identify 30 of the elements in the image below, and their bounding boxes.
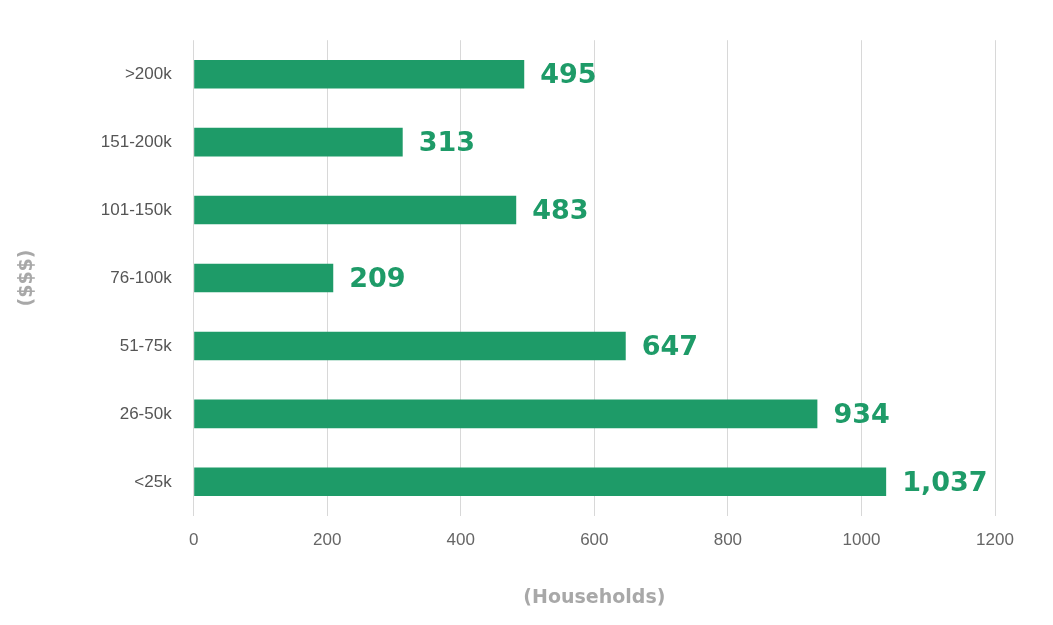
x-tick-label: 1200 xyxy=(976,529,1014,549)
bar xyxy=(194,59,525,89)
data-label: 495 xyxy=(540,58,597,90)
data-label: 647 xyxy=(641,329,699,361)
data-label: 313 xyxy=(418,126,476,158)
data-label: 934 xyxy=(833,397,890,429)
bar xyxy=(194,467,887,497)
x-tick-label: 1000 xyxy=(842,529,881,549)
y-tick-label: 76-100k xyxy=(110,267,173,287)
data-label: 483 xyxy=(532,194,589,226)
y-axis-title: ($$$) xyxy=(14,249,37,307)
bar xyxy=(194,263,334,293)
data-label: 1,037 xyxy=(902,465,988,497)
x-tick-label: 600 xyxy=(580,529,609,549)
x-tick-label: 0 xyxy=(188,529,199,549)
y-tick-label: 26-50k xyxy=(119,403,173,423)
x-tick-label: 800 xyxy=(713,529,743,549)
bar xyxy=(194,127,403,157)
bar xyxy=(194,399,818,429)
x-tick-label: 400 xyxy=(446,529,475,549)
bar xyxy=(194,195,517,225)
y-tick-label: >200k xyxy=(124,63,173,83)
y-tick-label: 151-200k xyxy=(100,131,173,151)
x-tick-label: 200 xyxy=(313,529,342,549)
y-tick-label: 51-75k xyxy=(119,335,173,355)
x-axis-title: (Households) xyxy=(523,584,666,607)
y-tick-label: 101-150k xyxy=(100,199,173,219)
data-label: 209 xyxy=(349,262,406,294)
y-tick-label: <25k xyxy=(134,471,173,491)
bar xyxy=(194,331,626,361)
